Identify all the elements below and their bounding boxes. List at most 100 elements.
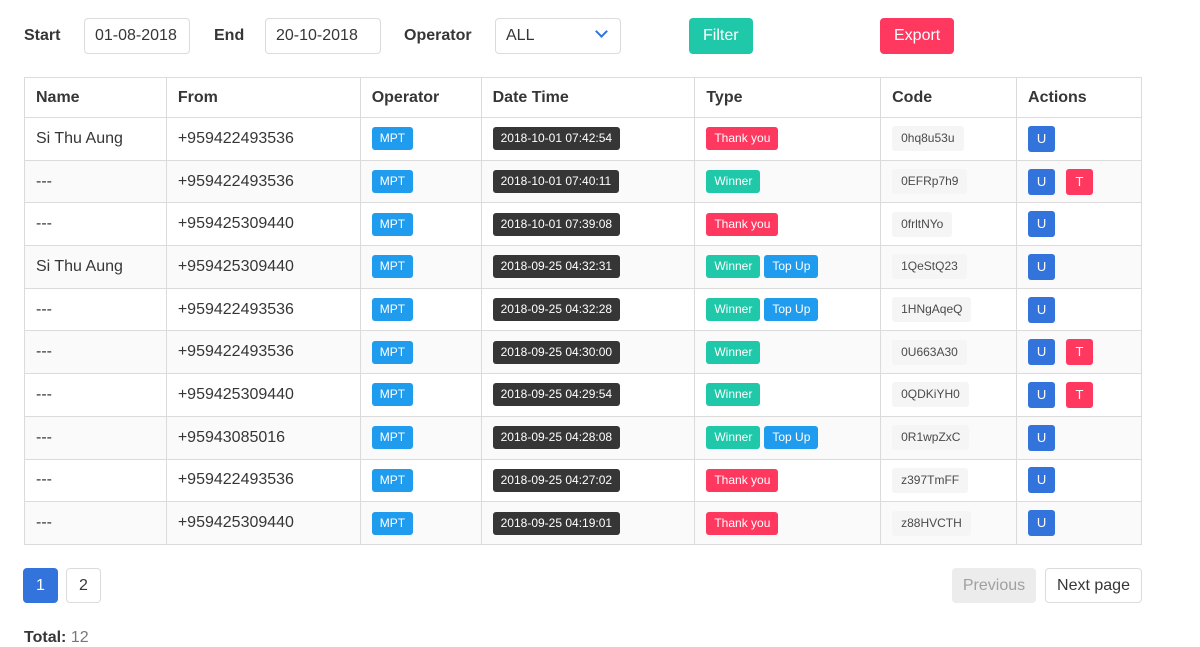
datetime-cell: 2018-09-25 04:30:00 [480, 330, 696, 375]
datetime-tag: 2018-09-25 04:30:00 [492, 340, 621, 364]
type-tag: Top Up [764, 255, 819, 279]
page-2-button[interactable]: 2 [66, 568, 101, 603]
from-cell: +959422493536 [165, 458, 361, 503]
column-header: Name [24, 77, 167, 118]
name-cell: --- [24, 330, 167, 375]
next-page-button[interactable]: Next page [1045, 568, 1142, 603]
operator-cell: MPT [359, 287, 482, 332]
table-row: --- +959422493536 MPT 2018-09-25 04:27:02 Th… [24, 458, 1142, 503]
actions-cell: U [1016, 501, 1142, 545]
u-action-button[interactable]: U [1028, 381, 1056, 408]
u-action-button[interactable]: U [1028, 467, 1056, 494]
export-button[interactable]: Export [880, 18, 955, 54]
code-tag: 1HNgAqeQ [892, 297, 972, 323]
code-cell: 0QDKiYH0 [880, 373, 1018, 417]
type-cell: Thank you [694, 117, 882, 161]
u-action-button[interactable]: U [1028, 510, 1056, 537]
operator-cell: MPT [359, 373, 482, 417]
end-date-input[interactable]: 20-10-2018 [265, 18, 381, 54]
column-header: Date Time [480, 77, 696, 118]
table-row: --- +959422493536 MPT 2018-09-25 04:32:28 Wi… [24, 287, 1142, 332]
type-tag: Winner [706, 255, 761, 279]
code-cell: 1HNgAqeQ [880, 287, 1018, 332]
start-date-input[interactable]: 01-08-2018 [84, 18, 190, 54]
u-action-button[interactable]: U [1028, 253, 1056, 280]
from-cell: +959425309440 [165, 202, 361, 247]
datetime-cell: 2018-09-25 04:19:01 [480, 501, 696, 545]
operator-tag: MPT [371, 426, 414, 450]
from-cell: +959425309440 [165, 501, 361, 545]
datetime-cell: 2018-09-25 04:32:31 [480, 245, 696, 289]
operator-value: ALL [506, 27, 535, 44]
column-header: Actions [1016, 77, 1142, 118]
column-header: Code [880, 77, 1018, 118]
code-tag: 0EFRp7h9 [892, 169, 968, 195]
operator-cell: MPT [359, 458, 482, 503]
code-cell: 0EFRp7h9 [880, 159, 1018, 204]
operator-cell: MPT [359, 202, 482, 247]
chevron-down-icon [595, 25, 608, 38]
previous-button[interactable]: Previous [952, 568, 1036, 603]
code-tag: 0R1wpZxC [892, 425, 970, 451]
filter-button[interactable]: Filter [689, 18, 753, 54]
operator-cell: MPT [359, 245, 482, 289]
type-cell: Winner [694, 159, 882, 204]
operator-label: Operator [404, 27, 472, 44]
t-action-button[interactable]: T [1066, 168, 1094, 195]
table-row: --- +959425309440 MPT 2018-09-25 04:19:01 Th… [24, 501, 1142, 545]
messages-table: Name From Operator Date Time Type Code Actions… [24, 77, 1142, 545]
from-cell: +959422493536 [165, 287, 361, 332]
column-header: From [165, 77, 361, 118]
page-1-button[interactable]: 1 [23, 568, 58, 603]
from-cell: +95943085016 [165, 415, 361, 460]
actions-cell: U [1016, 415, 1142, 460]
datetime-tag: 2018-09-25 04:32:28 [492, 298, 621, 322]
from-cell: +959422493536 [165, 159, 361, 204]
name-cell: --- [24, 202, 167, 247]
t-action-button[interactable]: T [1066, 381, 1094, 408]
type-cell: Thank you [694, 202, 882, 247]
datetime-tag: 2018-09-25 04:27:02 [492, 468, 621, 492]
actions-cell: U [1016, 458, 1142, 503]
datetime-cell: 2018-09-25 04:27:02 [480, 458, 696, 503]
table-row: --- +959425309440 MPT 2018-10-01 07:39:08 Th… [24, 202, 1142, 247]
code-cell: 1QeStQ23 [880, 245, 1018, 289]
type-tag: Thank you [706, 511, 779, 535]
u-action-button[interactable]: U [1028, 125, 1056, 152]
name-cell: --- [24, 373, 167, 417]
from-cell: +959425309440 [165, 245, 361, 289]
end-label: End [214, 27, 245, 44]
operator-cell: MPT [359, 159, 482, 204]
type-cell: Thank you [694, 458, 882, 503]
operator-tag: MPT [371, 468, 414, 492]
name-cell: --- [24, 159, 167, 204]
u-action-button[interactable]: U [1028, 211, 1056, 238]
name-cell: Si Thu Aung [24, 245, 167, 289]
datetime-tag: 2018-10-01 07:40:11 [492, 170, 620, 194]
type-tag: Thank you [706, 468, 779, 492]
type-tag: Winner [706, 170, 761, 194]
code-cell: 0U663A30 [880, 330, 1018, 375]
u-action-button[interactable]: U [1028, 424, 1056, 451]
u-action-button[interactable]: U [1028, 168, 1056, 195]
datetime-cell: 2018-10-01 07:39:08 [480, 202, 696, 247]
operator-select[interactable]: ALL [495, 18, 621, 54]
datetime-tag: 2018-09-25 04:29:54 [492, 383, 621, 407]
operator-cell: MPT [359, 117, 482, 161]
total-value: 12 [70, 629, 89, 646]
table-row: --- +959422493536 MPT 2018-10-01 07:40:11 Wi… [24, 159, 1142, 204]
datetime-cell: 2018-09-25 04:29:54 [480, 373, 696, 417]
code-tag: 1QeStQ23 [892, 254, 967, 280]
actions-cell: U [1016, 117, 1142, 161]
u-action-button[interactable]: U [1028, 296, 1056, 323]
actions-cell: U [1016, 287, 1142, 332]
type-cell: Winner [694, 330, 882, 375]
u-action-button[interactable]: U [1028, 339, 1056, 366]
actions-cell: U [1016, 202, 1142, 247]
from-cell: +959422493536 [165, 330, 361, 375]
datetime-tag: 2018-09-25 04:32:31 [492, 255, 621, 279]
t-action-button[interactable]: T [1066, 339, 1094, 366]
operator-cell: MPT [359, 330, 482, 375]
datetime-cell: 2018-09-25 04:28:08 [480, 415, 696, 460]
